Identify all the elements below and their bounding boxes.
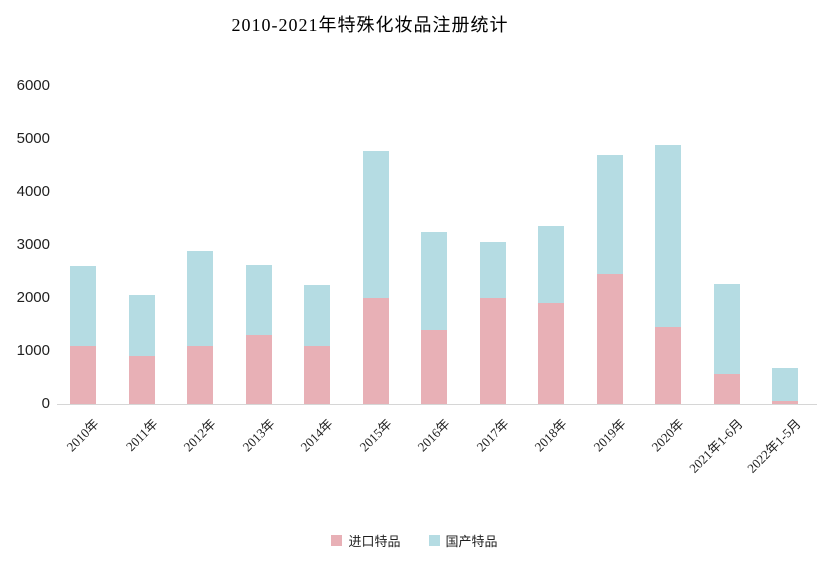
y-axis-tick-label: 5000: [16, 130, 50, 147]
bar-segment: [362, 298, 389, 404]
bar-segment: [479, 241, 506, 298]
legend-swatch-icon: [428, 535, 440, 546]
bar-segment: [596, 154, 623, 275]
y-axis-tick-label: 0: [41, 395, 50, 412]
bar-segment: [128, 356, 155, 404]
bar-segment: [245, 335, 272, 404]
x-axis-tick-label: 2011年: [122, 416, 161, 454]
y-axis-tick-label: 1000: [16, 342, 50, 359]
y-axis-tick-label: 4000: [16, 183, 50, 200]
y-axis-tick-label: 3000: [16, 236, 50, 253]
bar-segment: [772, 367, 798, 402]
bar-segment: [70, 266, 96, 346]
x-axis-tick-label: 2020年: [648, 416, 687, 455]
x-axis-tick-label: 2016年: [414, 416, 453, 455]
y-axis-tick-label: 6000: [16, 77, 50, 94]
x-axis-tick-label: 2017年: [473, 416, 512, 455]
x-axis-tick-label: 2014年: [297, 416, 336, 455]
y-axis-tick-label: 2000: [16, 289, 50, 306]
bar-segment: [128, 295, 155, 357]
x-axis-tick-label: 2013年: [239, 416, 278, 455]
legend-swatch-icon: [331, 535, 343, 546]
legend: 进口特品 国产特品: [0, 531, 829, 550]
bar-segment: [421, 329, 447, 404]
x-axis-line: [57, 404, 817, 405]
x-axis-tick-label: 2022年1-5月: [744, 416, 804, 476]
bar-segment: [187, 251, 213, 346]
x-axis-tick-label: 2015年: [356, 416, 395, 455]
bar-segment: [479, 298, 506, 404]
bar-segment: [70, 345, 96, 404]
bar-segment: [421, 231, 447, 330]
bar-segment: [655, 327, 681, 404]
bar-segment: [245, 265, 272, 336]
bar-segment: [713, 374, 740, 404]
legend-item: 进口特品: [331, 531, 401, 550]
bar-segment: [304, 345, 330, 404]
x-axis-tick-label: 2018年: [531, 416, 570, 455]
x-axis-tick-label: 2021年1-6月: [685, 416, 746, 476]
x-axis-tick-label: 2012年: [180, 416, 219, 455]
x-axis-tick-label: 2019年: [590, 416, 629, 455]
legend-label: 国产特品: [445, 534, 498, 549]
bar-segment: [304, 284, 330, 346]
bar-segment: [362, 150, 389, 298]
legend-label: 进口特品: [348, 534, 401, 549]
bar-segment: [538, 303, 564, 404]
bar-segment: [655, 145, 681, 328]
bar-segment: [538, 226, 564, 304]
bar-segment: [713, 284, 740, 375]
bar-segment: [187, 345, 213, 404]
chart-title: 2010-2021年特殊化妆品注册统计: [231, 15, 509, 35]
bar-segment: [772, 401, 798, 404]
bar-segment: [596, 274, 623, 404]
legend-item: 国产特品: [428, 531, 498, 550]
